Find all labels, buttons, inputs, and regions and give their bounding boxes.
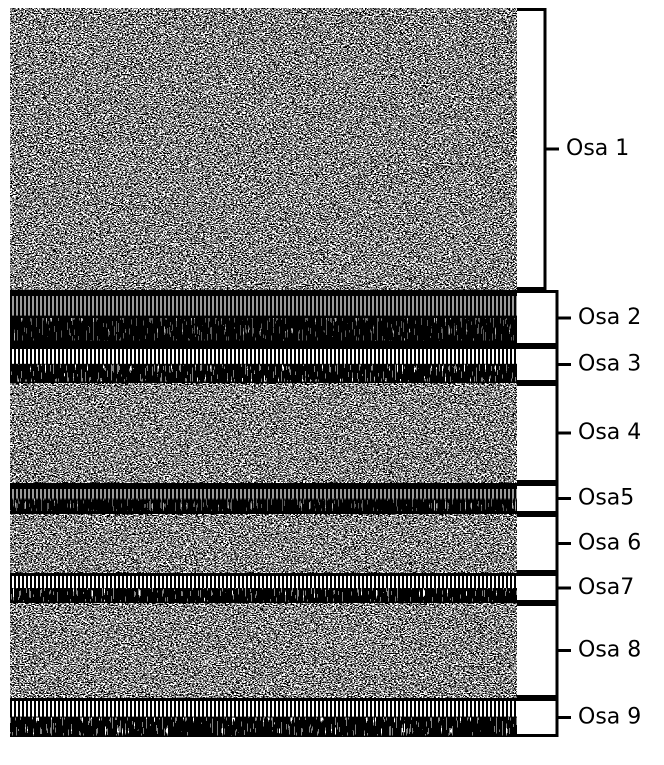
segment-label: Osa5	[578, 486, 634, 511]
stripe-band	[10, 489, 517, 500]
segment-label: Osa 9	[578, 705, 641, 730]
segment-label: Osa 6	[578, 531, 641, 556]
noise-image	[10, 8, 517, 737]
segment-label: Osa 8	[578, 638, 641, 663]
bracket	[517, 346, 571, 383]
bracket	[517, 698, 571, 737]
noise-band	[10, 318, 517, 341]
stripe-band	[10, 296, 517, 316]
noise-band	[10, 364, 517, 382]
segment-label: Osa 1	[566, 136, 629, 161]
bracket	[517, 603, 571, 698]
bracket	[517, 8, 559, 290]
segment-label: Osa 3	[578, 352, 641, 377]
noise-band	[10, 8, 517, 290]
bracket	[517, 290, 571, 346]
stripe-band	[10, 349, 517, 364]
bracket	[517, 514, 571, 573]
bracket	[517, 383, 571, 483]
noise-band	[10, 603, 517, 698]
bracket	[517, 483, 571, 514]
bracket	[517, 573, 571, 603]
stripe-band	[10, 576, 517, 588]
noise-band	[10, 588, 517, 602]
noise-band	[10, 717, 517, 736]
stripe-band	[10, 701, 517, 717]
noise-band	[10, 383, 517, 483]
segment-label: Osa 4	[578, 420, 641, 445]
segment-label: Osa 2	[578, 305, 641, 330]
segment-label: Osa7	[578, 575, 634, 600]
brackets: Osa 1 Osa 2 Osa 3 Osa 4 Osa5 Osa 6 Osa7 Osa 8 Os…	[517, 8, 641, 737]
noise-band	[10, 514, 517, 573]
noise-band	[10, 498, 517, 511]
